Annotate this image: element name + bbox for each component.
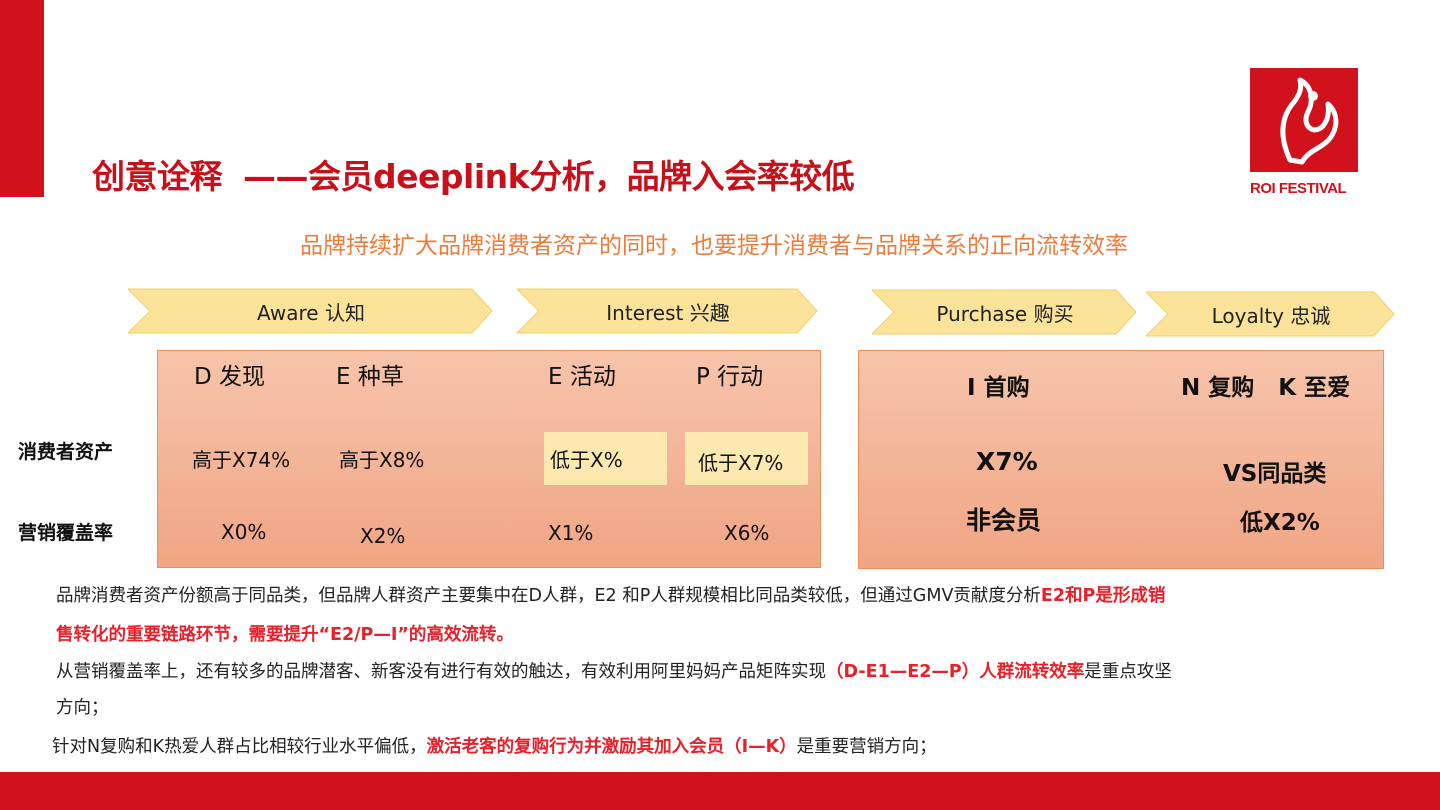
row-label-coverage: 营销覆盖率 bbox=[18, 522, 114, 544]
analysis-paragraph-3: 针对N复购和K热爱人群占比相较行业水平偏低，激活老客的复购行为并激励其加入会员（… bbox=[52, 733, 937, 758]
assets-value-e-activity: 低于X% bbox=[550, 448, 623, 472]
analysis-paragraph-1-line-2: 售转化的重要链路环节，需要提升“E2/P—I”的高效流转。 bbox=[56, 625, 514, 645]
left-accent-bar bbox=[0, 0, 44, 197]
stage-arrow-interest: Interest 兴趣 bbox=[517, 287, 819, 335]
stage-label-interest: Interest 兴趣 bbox=[606, 300, 730, 325]
assets-value-p: 低于X7% bbox=[698, 451, 784, 475]
title-prefix: 创意诠释 bbox=[92, 157, 223, 196]
stage-arrow-purchase: Purchase 购买 bbox=[872, 288, 1138, 336]
coverage-value-e-activity: X1% bbox=[548, 521, 594, 545]
title-main: ——会员deeplink分析，品牌入会率较低 bbox=[243, 157, 855, 196]
stage-label-aware: Aware 认知 bbox=[257, 300, 365, 325]
highlight-box-p bbox=[685, 432, 808, 485]
loyalty-compare-label: VS同品类 bbox=[1223, 461, 1327, 487]
analysis-paragraph-2-line-2: 方向； bbox=[56, 698, 109, 718]
awareness-interest-panel: D 发现 E 种草 E 活动 P 行动 高于X74% 高于X8% 低于X% 低于… bbox=[157, 350, 821, 568]
bottom-accent-bar bbox=[0, 772, 1440, 810]
col-header-repurchase-loyal: N 复购 K 至爱 bbox=[1181, 375, 1351, 401]
p3-tail: 是重要营销方向； bbox=[796, 737, 937, 757]
purchase-loyalty-panel: I 首购 N 复购 K 至爱 X7% 非会员 VS同品类 低X2% bbox=[858, 350, 1384, 569]
coverage-value-d: X0% bbox=[221, 520, 267, 544]
stage-arrow-aware: Aware 认知 bbox=[128, 287, 494, 335]
coverage-value-e-seed: X2% bbox=[360, 524, 406, 548]
row-label-assets: 消费者资产 bbox=[18, 441, 114, 463]
stage-label-purchase: Purchase 购买 bbox=[936, 301, 1074, 326]
p1-highlight-a: E2和P是形成销 bbox=[1040, 586, 1166, 606]
analysis-paragraph-2-line-1: 从营销覆盖率上，还有较多的品牌潜客、新客没有进行有效的触达，有效利用阿里妈妈产品… bbox=[56, 658, 1172, 683]
logo-text: ROI FESTIVAL bbox=[1250, 180, 1347, 197]
p3-normal: 针对N复购和K热爱人群占比相较行业水平偏低， bbox=[52, 737, 427, 757]
assets-value-d: 高于X74% bbox=[192, 448, 291, 472]
p1-normal: 品牌消费者资产份额高于同品类，但品牌人群资产主要集中在D人群，E2 和P人群规模… bbox=[56, 586, 1041, 606]
page-subtitle: 品牌持续扩大品牌消费者资产的同时，也要提升消费者与品牌关系的正向流转效率 bbox=[300, 233, 1128, 259]
col-header-e-seed: E 种草 bbox=[336, 364, 404, 390]
p2-highlight: （D-E1—E2—P）人群流转效率 bbox=[826, 662, 1085, 682]
page-title: 创意诠释 ——会员deeplink分析，品牌入会率较低 bbox=[92, 150, 855, 198]
first-purchase-note: 非会员 bbox=[966, 506, 1042, 535]
p3-highlight: 激活老客的复购行为并激励其加入会员（I—K） bbox=[426, 737, 797, 757]
stage-label-loyalty: Loyalty 忠诚 bbox=[1211, 303, 1331, 328]
p2-tail: 是重点攻坚 bbox=[1084, 662, 1172, 682]
first-purchase-value: X7% bbox=[976, 447, 1038, 476]
stage-arrow-loyalty: Loyalty 忠诚 bbox=[1146, 290, 1396, 338]
analysis-paragraph-1-line-1: 品牌消费者资产份额高于同品类，但品牌人群资产主要集中在D人群，E2 和P人群规模… bbox=[56, 582, 1165, 607]
col-header-d: D 发现 bbox=[194, 364, 266, 390]
roi-festival-logo: ROI FESTIVAL bbox=[1250, 68, 1358, 200]
logo-emblem bbox=[1250, 68, 1358, 172]
assets-value-e-seed: 高于X8% bbox=[339, 448, 425, 472]
col-header-p: P 行动 bbox=[696, 364, 764, 390]
loyalty-compare-value: 低X2% bbox=[1240, 510, 1320, 536]
col-header-e-activity: E 活动 bbox=[548, 364, 616, 390]
coverage-value-p: X6% bbox=[724, 521, 770, 545]
highlight-box-e-activity bbox=[544, 432, 667, 485]
col-header-first-purchase: I 首购 bbox=[967, 375, 1030, 401]
p2-normal: 从营销覆盖率上，还有较多的品牌潜客、新客没有进行有效的触达，有效利用阿里妈妈产品… bbox=[56, 662, 826, 682]
